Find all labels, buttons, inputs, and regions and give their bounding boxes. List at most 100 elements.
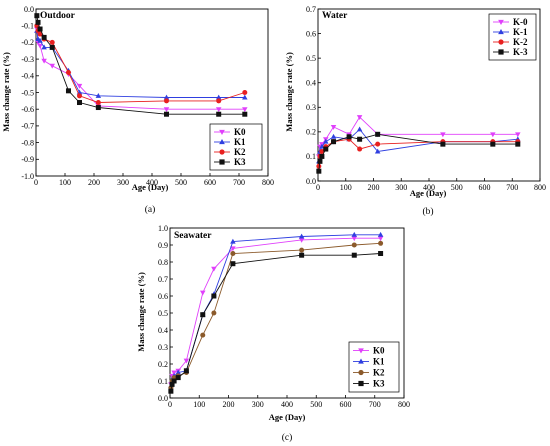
outdoor-y-tick-label: -0.5 (21, 88, 34, 97)
seawater-x-tick-label: 200 (223, 400, 235, 409)
water-x-tick-label: 800 (534, 183, 546, 192)
seawater-series-0-point (183, 358, 190, 364)
seawater-legend-marker-3 (358, 380, 364, 387)
seawater-y-tick-label: 0.8 (158, 258, 168, 267)
outdoor-y-tick-label: 0.0 (24, 5, 34, 14)
seawater-y-tick-label: 0.4 (158, 326, 168, 335)
outdoor-series-0-point (76, 83, 83, 89)
water-legend-marker-1 (498, 29, 504, 35)
outdoor-series-0-point (41, 58, 47, 64)
seawater-series-1-point (230, 238, 236, 244)
water-legend-label-2: K-2 (513, 37, 528, 47)
outdoor-legend-marker-0 (219, 129, 225, 135)
seawater-y-tick-label: 0.0 (158, 394, 168, 403)
water-legend-marker-0 (498, 19, 504, 25)
outdoor-series-3-point (242, 111, 248, 117)
seawater-series-0-point (200, 290, 206, 296)
water-y-tick-label: 0.2 (306, 128, 316, 137)
seawater-series-3-point (299, 252, 305, 258)
panel-seawater-ylabel: Mass change rate (%) (136, 272, 146, 352)
water-x-tick-label: 300 (395, 183, 407, 192)
outdoor-y-tick-label: -0.4 (21, 72, 34, 81)
panel-outdoor: 0 100 200 300 400 500 600 700 800 0.0 -0.1 -0.2 -0.3… (1, 5, 274, 215)
outdoor-x-tick-label: 800 (262, 178, 274, 187)
seawater-y-tick-label: 0.3 (158, 343, 168, 352)
seawater-series-2-point (378, 240, 384, 246)
seawater-series-0-point (230, 246, 236, 252)
water-y-tick-label: 0.0 (306, 177, 316, 186)
seawater-series-3-point (351, 252, 357, 258)
seawater-legend-label-3: K3 (373, 379, 385, 389)
seawater-y-tick-label: 0.5 (158, 309, 168, 318)
seawater-series-1-point (351, 231, 358, 237)
outdoor-x-tick-label: 400 (146, 178, 158, 187)
water-y-tick-label: 0.5 (306, 54, 316, 63)
water-series-0-point (440, 132, 446, 138)
seawater-series-3-point (171, 378, 177, 384)
outdoor-series-3-point (95, 105, 101, 111)
seawater-x-tick-label: 100 (193, 400, 205, 409)
seawater-series-3-point (183, 368, 189, 374)
seawater-series-1-point (175, 369, 181, 375)
water-legend-label-0: K-0 (513, 17, 528, 27)
outdoor-x-tick-label: 600 (204, 178, 216, 187)
seawater-y-tick-label: 0.1 (158, 377, 168, 386)
outdoor-y-tick-label: -0.7 (21, 122, 34, 131)
seawater-series-2-point (211, 310, 217, 316)
outdoor-series-3-point (34, 13, 40, 19)
water-x-tick-label: 500 (451, 183, 463, 192)
water-y-tick-label: 0.1 (306, 152, 316, 161)
water-x-tick-label: 100 (340, 183, 352, 192)
outdoor-y-tick-label: -0.3 (21, 55, 34, 64)
water-series-2-point (316, 163, 322, 169)
water-series-3-point (375, 131, 381, 137)
water-series-3-point (323, 146, 329, 152)
outdoor-legend-marker-1 (219, 139, 225, 145)
water-legend-marker-2 (498, 39, 504, 45)
seawater-series-0-point (377, 236, 384, 242)
outdoor-series-0-point (163, 107, 170, 113)
outdoor-legend-marker-3 (219, 159, 225, 165)
seawater-x-tick-label: 300 (252, 400, 264, 409)
outdoor-series-2-point (95, 100, 101, 106)
seawater-series-2-point (299, 247, 305, 253)
seawater-y-tick-label: 1.0 (158, 224, 168, 233)
outdoor-y-tick-label: -0.6 (21, 105, 34, 114)
outdoor-series-2-point (65, 69, 71, 75)
seawater-legend-label-1: K1 (373, 357, 385, 367)
outdoor-legend-label-2: K2 (234, 147, 246, 157)
water-x-tick-label: 600 (479, 183, 491, 192)
outdoor-series-3-point (216, 111, 222, 117)
panel-seawater-title: Seawater (174, 231, 212, 241)
panel-water-marks: 0 100 200 300 400 500 600 700 800 0.0 0.1 0.2 0.3 0.4… (306, 5, 546, 192)
panel-water-title: Water (322, 11, 348, 21)
outdoor-y-tick-label: -0.2 (21, 38, 34, 47)
seawater-series-0-point (211, 266, 217, 272)
outdoor-series-3-point (164, 111, 169, 117)
outdoor-x-tick-label: 300 (117, 178, 129, 187)
water-series-1-point (319, 143, 325, 149)
seawater-x-tick-label: 500 (310, 400, 322, 409)
water-series-3-point (490, 141, 496, 147)
seawater-series-3-point (175, 375, 181, 381)
outdoor-series-1-point (242, 94, 248, 100)
seawater-legend-label-0: K0 (373, 346, 385, 356)
water-series-0-point (330, 124, 337, 130)
outdoor-series-0-point (49, 63, 55, 69)
seawater-legend-marker-1 (358, 358, 364, 364)
seawater-x-tick-label: 800 (398, 400, 410, 409)
seawater-legend-marker-2 (358, 369, 364, 376)
water-legend-label-3: K-3 (513, 47, 528, 57)
water-series-3-point (316, 168, 322, 174)
seawater-series-0-point (351, 236, 358, 242)
seawater-series-1-point (298, 233, 305, 239)
panel-seawater: 0 100 200 300 400 500 600 700 800 0.0 0.1 0.2 0.3 0.4… (136, 224, 410, 443)
seawater-series-3-point (211, 293, 217, 299)
seawater-x-tick-label: 700 (369, 400, 381, 409)
outdoor-legend-label-3: K3 (234, 157, 246, 167)
panel-outdoor-title: Outdoor (40, 11, 76, 21)
